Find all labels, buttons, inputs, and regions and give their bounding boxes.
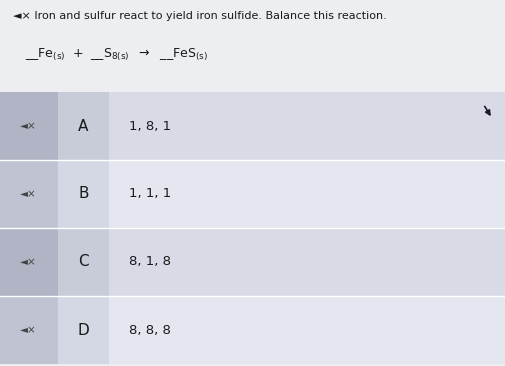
- FancyBboxPatch shape: [0, 228, 58, 296]
- FancyBboxPatch shape: [0, 296, 58, 364]
- Text: D: D: [77, 322, 89, 337]
- Text: 1, 8, 1: 1, 8, 1: [129, 120, 171, 132]
- FancyBboxPatch shape: [0, 160, 58, 228]
- Text: ◄×: ◄×: [20, 121, 37, 131]
- Text: 8, 1, 8: 8, 1, 8: [129, 255, 171, 269]
- FancyBboxPatch shape: [0, 92, 505, 160]
- FancyBboxPatch shape: [0, 296, 505, 364]
- Text: 1, 1, 1: 1, 1, 1: [129, 187, 171, 201]
- FancyBboxPatch shape: [0, 0, 505, 92]
- Text: C: C: [78, 254, 88, 269]
- FancyBboxPatch shape: [58, 92, 109, 160]
- Text: ◄×: ◄×: [20, 257, 37, 267]
- FancyBboxPatch shape: [58, 296, 109, 364]
- Text: ◄× Iron and sulfur react to yield iron sulfide. Balance this reaction.: ◄× Iron and sulfur react to yield iron s…: [13, 11, 386, 21]
- Text: ◄×: ◄×: [20, 189, 37, 199]
- Text: B: B: [78, 187, 88, 202]
- Text: $\mathregular{\_\_ Fe_{(s)}}$  +  $\mathregular{\_\_ S_{8(s)}}$  $\rightarrow$  : $\mathregular{\_\_ Fe_{(s)}}$ + $\mathre…: [25, 46, 208, 63]
- FancyBboxPatch shape: [58, 160, 109, 228]
- FancyBboxPatch shape: [0, 160, 505, 228]
- Text: 8, 8, 8: 8, 8, 8: [129, 324, 171, 336]
- Text: A: A: [78, 119, 88, 134]
- FancyBboxPatch shape: [58, 228, 109, 296]
- FancyBboxPatch shape: [0, 364, 505, 366]
- FancyBboxPatch shape: [0, 92, 58, 160]
- Text: ◄×: ◄×: [20, 325, 37, 335]
- FancyBboxPatch shape: [0, 228, 505, 296]
